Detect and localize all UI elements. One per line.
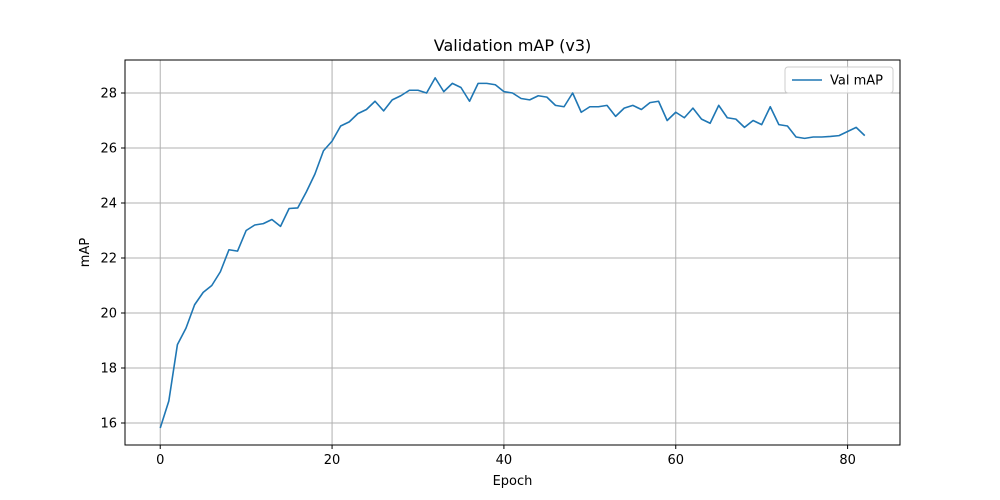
y-tick-label: 28	[100, 87, 117, 102]
legend-box	[784, 66, 894, 94]
y-tick-label: 22	[100, 252, 117, 267]
y-tick-label: 24	[100, 197, 117, 212]
x-axis-label: Epoch	[493, 474, 533, 489]
grid	[125, 60, 900, 445]
ticks: 0 20 40 60 80 16 18 20 22 24 26 28	[100, 87, 855, 469]
y-tick-label: 26	[100, 142, 117, 157]
legend: Val mAP	[784, 66, 894, 94]
x-tick-label: 20	[324, 453, 341, 468]
x-tick-label: 80	[839, 453, 856, 468]
x-tick-label: 60	[667, 453, 684, 468]
series-layer	[159, 77, 866, 429]
chart-title: Validation mAP (v3)	[434, 36, 592, 55]
series-line-val-map	[159, 77, 866, 429]
x-tick-label: 0	[156, 453, 164, 468]
x-tick-label: 40	[496, 453, 513, 468]
y-tick-label: 18	[100, 362, 117, 377]
y-tick-label: 16	[100, 417, 117, 432]
y-axis-label: mAP	[78, 238, 93, 268]
y-tick-label: 20	[100, 307, 117, 322]
plot-frame	[124, 59, 901, 446]
legend-label: Val mAP	[830, 74, 883, 89]
